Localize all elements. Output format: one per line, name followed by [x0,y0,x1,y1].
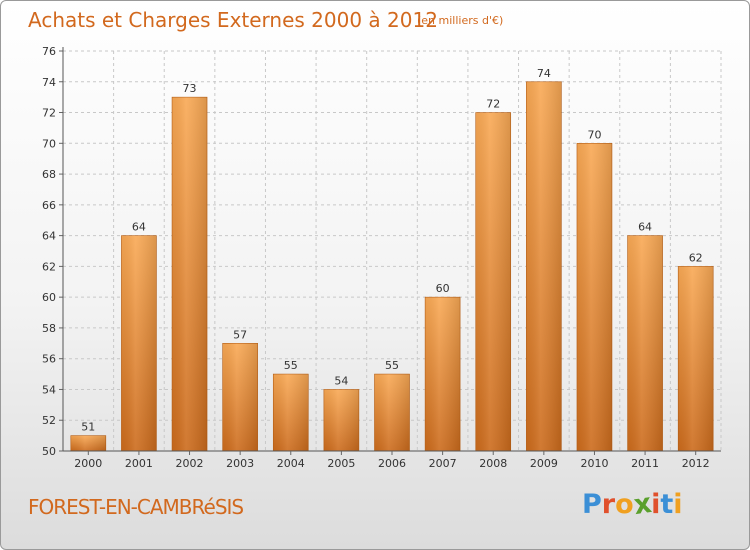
y-tick-label: 66 [42,199,56,212]
y-tick-label: 70 [42,137,56,150]
bar-shade [273,374,309,451]
proxiti-logo: Proxiti [582,487,683,522]
logo-letter: x [631,487,654,522]
x-tick-label: 2005 [327,457,355,470]
y-tick-label: 58 [42,322,56,335]
x-tick-label: 2008 [479,457,507,470]
x-tick-label: 2002 [176,457,204,470]
chart-title: Achats et Charges Externes 2000 à 2012 [28,8,438,32]
bar-value-label: 55 [284,359,298,372]
y-tick-label: 50 [42,445,56,458]
bar-shade [323,389,359,451]
bar-shade [172,97,208,452]
y-tick-label: 54 [42,383,56,396]
logo-letter: i [651,489,661,520]
bar-shade [627,235,663,451]
x-tick-label: 2012 [682,457,710,470]
bar-value-label: 55 [385,359,399,372]
bar-value-label: 74 [537,67,551,80]
bar-shade [222,343,258,451]
x-tick-label: 2001 [125,457,153,470]
bar-value-label: 60 [436,282,450,295]
bar-shade [374,374,410,451]
x-tick-label: 2010 [580,457,608,470]
chart-subtitle: (en milliers d'€) [417,14,504,27]
bar-shade [70,435,106,451]
y-tick-label: 72 [42,107,56,120]
x-tick-label: 2004 [277,457,305,470]
bar-shade [678,266,714,451]
bar-value-label: 73 [183,82,197,95]
logo-letter: P [582,489,602,520]
bar-shade [121,235,157,451]
bar-shade [475,112,511,452]
bar-value-label: 57 [233,328,247,341]
x-tick-label: 2003 [226,457,254,470]
bar-shade [526,81,562,452]
x-tick-label: 2009 [530,457,558,470]
bar-value-label: 70 [587,128,601,141]
y-tick-label: 64 [42,230,56,243]
bar-value-label: 51 [81,421,95,434]
logo-letter: o [615,489,634,520]
y-tick-label: 56 [42,353,56,366]
x-tick-label: 2006 [378,457,406,470]
y-tick-label: 76 [42,45,56,58]
x-tick-label: 2007 [429,457,457,470]
place-name: FOREST-EN-CAMBRéSIS [28,495,244,519]
logo-letter: t [660,489,674,520]
bar-value-label: 64 [638,221,652,234]
bar-value-label: 62 [689,251,703,264]
bar-value-label: 54 [334,374,348,387]
bar-value-label: 64 [132,221,146,234]
bar-shade [576,143,612,452]
x-tick-label: 2000 [74,457,102,470]
x-tick-label: 2011 [631,457,659,470]
logo-letter: r [601,489,616,520]
bar-value-label: 72 [486,98,500,111]
y-tick-label: 74 [42,76,56,89]
logo-letter: i [673,489,683,520]
bar-shade [425,297,461,451]
y-tick-label: 62 [42,260,56,273]
y-tick-label: 52 [42,414,56,427]
y-tick-label: 68 [42,168,56,181]
y-tick-label: 60 [42,291,56,304]
